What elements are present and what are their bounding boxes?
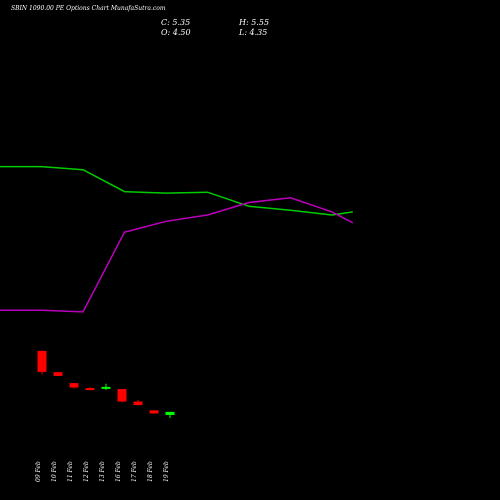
date-label: 10 Feb — [51, 461, 58, 482]
date-label: 11 Feb — [67, 461, 74, 482]
close-value: C: 5.35 — [161, 18, 191, 27]
candle-body — [69, 383, 79, 388]
candle-4 — [101, 383, 111, 390]
candle-5 — [117, 389, 127, 403]
date-label: 18 Feb — [147, 461, 154, 482]
candle-1 — [53, 371, 63, 376]
candle-2 — [69, 383, 79, 389]
candle-body — [85, 388, 95, 391]
candle-body — [101, 386, 111, 389]
candle-body — [165, 411, 175, 415]
candle-7 — [149, 410, 159, 414]
series-line-2 — [0, 197, 354, 313]
candle-body — [53, 372, 63, 376]
candle-6 — [133, 400, 143, 406]
low-value: L: 4.35 — [239, 28, 268, 37]
series-line-1 — [0, 165, 353, 216]
high-value: H: 5.55 — [239, 18, 270, 27]
candle-body — [37, 350, 47, 372]
candle-0 — [37, 350, 47, 375]
open-value: O: 4.50 — [161, 28, 191, 37]
date-label: 19 Feb — [163, 461, 170, 482]
date-label: 13 Feb — [99, 461, 106, 482]
candle-8 — [165, 411, 175, 419]
date-label: 16 Feb — [115, 461, 122, 482]
date-label: 09 Feb — [35, 461, 42, 482]
candle-body — [133, 401, 143, 405]
candle-3 — [85, 387, 95, 391]
date-label: 17 Feb — [131, 461, 138, 482]
chart-title: SBIN 1090.00 PE Options Chart MunafaSutr… — [11, 5, 166, 12]
date-label: 12 Feb — [83, 461, 90, 482]
candle-body — [117, 389, 127, 402]
candle-body — [149, 410, 159, 414]
